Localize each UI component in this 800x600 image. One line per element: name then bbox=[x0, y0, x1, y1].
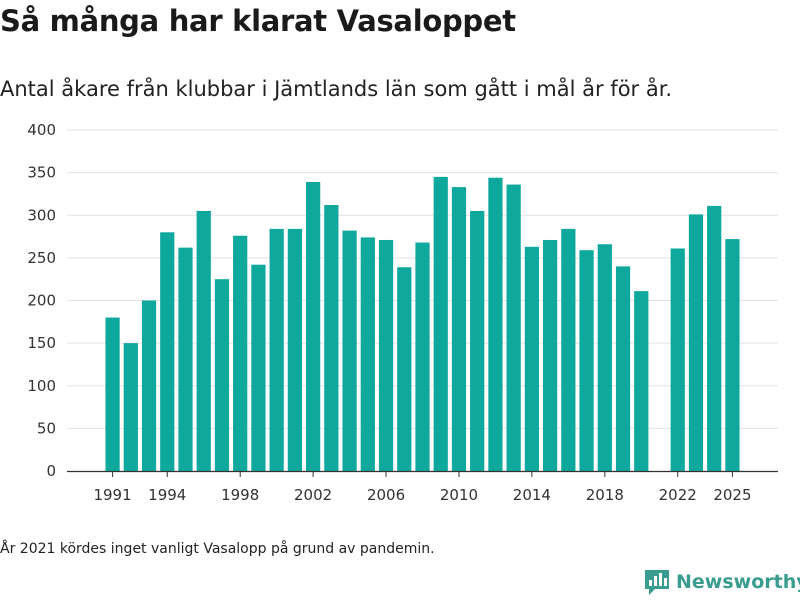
bar-2000 bbox=[269, 228, 284, 471]
y-tick-label: 100 bbox=[27, 377, 56, 395]
bar-2017 bbox=[579, 250, 594, 471]
y-tick-label: 350 bbox=[27, 164, 56, 182]
bar-2004 bbox=[342, 230, 357, 471]
bar-2011 bbox=[470, 210, 485, 472]
x-tick-label: 2010 bbox=[440, 486, 478, 504]
bar-2003 bbox=[324, 205, 339, 471]
x-tick-label: 2014 bbox=[513, 486, 551, 504]
bar-1992 bbox=[123, 343, 138, 471]
chart-footnote: År 2021 kördes inget vanligt Vasalopp på… bbox=[0, 541, 435, 557]
x-tick-label: 1998 bbox=[221, 486, 259, 504]
x-tick-label: 1991 bbox=[93, 486, 131, 504]
bar-2018 bbox=[597, 244, 612, 471]
bar-1993 bbox=[141, 300, 157, 471]
bar-2014 bbox=[524, 246, 539, 471]
bar-2016 bbox=[561, 228, 576, 471]
bar-1995 bbox=[178, 247, 193, 471]
bar-2015 bbox=[543, 239, 558, 471]
bar-2023 bbox=[688, 214, 704, 471]
bar-2025 bbox=[725, 239, 740, 471]
chart-subtitle: Antal åkare från klubbar i Jämtlands län… bbox=[0, 77, 673, 101]
y-tick-label: 150 bbox=[27, 334, 56, 352]
bar-2002 bbox=[306, 182, 321, 471]
bar-1994 bbox=[160, 232, 175, 471]
x-tick-label: 1994 bbox=[148, 486, 186, 504]
x-tick-label: 2025 bbox=[713, 486, 751, 504]
newsworthy-logo-icon bbox=[645, 570, 669, 595]
chart-title: Så många har klarat Vasaloppet bbox=[0, 4, 516, 38]
bar-2007 bbox=[397, 267, 412, 471]
bar-2008 bbox=[415, 242, 430, 471]
bar-1991 bbox=[105, 317, 120, 471]
bar-2012 bbox=[488, 177, 503, 472]
bar-2001 bbox=[287, 228, 302, 471]
bar-2022 bbox=[670, 248, 685, 471]
bar-2009 bbox=[433, 176, 448, 471]
bar-2010 bbox=[451, 187, 467, 471]
bar-1999 bbox=[251, 264, 266, 471]
bar-2024 bbox=[707, 205, 722, 471]
bar-2020 bbox=[634, 291, 649, 471]
x-tick-label: 2018 bbox=[586, 486, 624, 504]
x-tick-label: 2002 bbox=[294, 486, 332, 504]
y-tick-label: 50 bbox=[37, 419, 56, 437]
y-tick-label: 0 bbox=[46, 462, 56, 480]
bar-2006 bbox=[378, 239, 394, 471]
brand-name: Newsworthy bbox=[676, 571, 800, 593]
bar-1998 bbox=[233, 235, 248, 471]
y-tick-label: 300 bbox=[27, 206, 56, 224]
newsworthy-brand: Newsworthy bbox=[644, 568, 800, 596]
bar-1996 bbox=[196, 210, 211, 472]
x-tick-label: 2022 bbox=[659, 486, 697, 504]
y-tick-label: 400 bbox=[27, 121, 56, 139]
x-tick-label: 2006 bbox=[367, 486, 405, 504]
y-tick-label: 200 bbox=[27, 292, 56, 310]
bar-1997 bbox=[214, 279, 230, 471]
bar-2013 bbox=[506, 184, 521, 471]
bar-2019 bbox=[615, 266, 631, 471]
bar-2005 bbox=[360, 237, 375, 471]
y-tick-label: 250 bbox=[27, 249, 56, 267]
